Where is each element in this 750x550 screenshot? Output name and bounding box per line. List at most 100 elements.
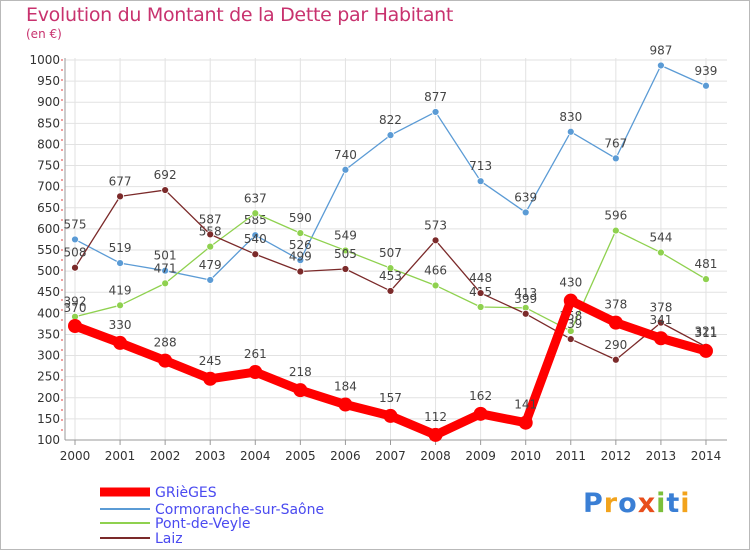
data-label: 311: [695, 326, 718, 340]
data-label: 740: [334, 148, 357, 162]
data-point: [296, 229, 305, 238]
y-tick-label: 900: [37, 95, 60, 109]
data-label: 544: [649, 231, 672, 245]
data-label: 466: [424, 263, 447, 277]
y-tick-label: 800: [37, 137, 60, 151]
data-label: 713: [469, 159, 492, 173]
data-label: 677: [109, 174, 132, 188]
data-label: 519: [109, 241, 132, 255]
data-label: 184: [334, 380, 357, 394]
y-tick-label: 500: [37, 264, 60, 278]
data-point: [518, 415, 533, 430]
unit-label: (en €): [26, 27, 62, 41]
data-label: 157: [379, 391, 402, 405]
data-label: 830: [559, 110, 582, 124]
data-point: [293, 383, 308, 398]
data-label: 639: [514, 190, 537, 204]
data-point: [431, 281, 440, 290]
data-point: [206, 276, 215, 284]
y-tick-label: 1000: [29, 53, 60, 67]
data-label: 370: [64, 301, 87, 315]
data-label: 245: [199, 354, 222, 368]
data-label: 399: [514, 292, 537, 306]
data-label: 290: [604, 338, 627, 352]
data-label: 549: [334, 228, 357, 242]
data-point: [521, 208, 530, 217]
data-point: [611, 154, 620, 163]
data-point: [203, 371, 218, 386]
data-label: 540: [244, 232, 267, 246]
x-tick-label: 2007: [375, 449, 406, 463]
data-point: [386, 264, 395, 273]
data-point: [608, 315, 623, 330]
data-point: [657, 248, 665, 257]
data-label: 505: [334, 247, 357, 261]
y-tick-label: 200: [37, 391, 60, 405]
data-label: 767: [604, 136, 627, 150]
data-label: 341: [649, 313, 672, 327]
data-point: [698, 343, 713, 358]
y-tick-label: 550: [37, 243, 60, 257]
y-tick-label: 600: [37, 222, 60, 236]
data-point: [563, 293, 578, 308]
data-label: 288: [154, 336, 177, 350]
data-point: [341, 246, 350, 255]
data-point: [161, 266, 170, 275]
x-tick-label: 2011: [555, 449, 586, 463]
y-tick-label: 350: [37, 327, 60, 341]
data-point: [383, 408, 398, 423]
x-tick-label: 2002: [150, 449, 181, 463]
data-point: [206, 230, 215, 239]
data-label: 392: [64, 295, 87, 309]
y-tick-label: 450: [37, 285, 60, 299]
y-tick-label: 700: [37, 180, 60, 194]
data-point: [206, 242, 215, 251]
data-point: [251, 250, 260, 259]
legend-entry: Cormoranche-sur-Saône: [155, 502, 324, 518]
data-label: 218: [289, 365, 312, 379]
data-point: [473, 406, 488, 421]
data-label: 112: [424, 410, 447, 424]
data-point: [386, 131, 395, 140]
data-label: 141: [514, 398, 537, 412]
data-label: 637: [244, 191, 267, 205]
data-point: [116, 192, 124, 201]
data-label: 413: [514, 286, 537, 300]
data-point: [338, 397, 353, 412]
chart-title: Evolution du Montant de la Dette par Hab…: [26, 4, 454, 26]
x-tick-label: 2000: [60, 449, 91, 463]
x-tick-label: 2013: [646, 449, 677, 463]
data-label: 448: [469, 271, 492, 285]
data-label: 453: [379, 269, 402, 283]
data-label: 479: [199, 258, 222, 272]
y-tick-label: 750: [37, 159, 60, 173]
data-point: [296, 267, 305, 276]
data-label: 822: [379, 113, 402, 127]
data-point: [251, 231, 260, 240]
y-tick-label: 400: [37, 306, 60, 320]
y-tick-label: 650: [37, 201, 60, 215]
x-tick-label: 2004: [240, 449, 271, 463]
data-point: [702, 275, 710, 284]
data-label: 575: [64, 217, 87, 231]
data-label: 162: [469, 389, 492, 403]
data-point: [431, 108, 440, 116]
x-tick-label: 2009: [465, 449, 496, 463]
data-point: [116, 301, 124, 310]
data-label: 330: [109, 318, 132, 332]
data-label: 481: [695, 257, 718, 271]
data-point: [431, 236, 440, 245]
y-tick-label: 150: [37, 412, 60, 426]
data-label: 587: [199, 212, 222, 226]
data-label: 501: [154, 249, 177, 263]
data-point: [386, 287, 395, 295]
data-label: 590: [289, 211, 312, 225]
data-point: [611, 355, 620, 364]
x-tick-label: 2010: [510, 449, 541, 463]
data-label: 321: [695, 325, 718, 339]
y-tick-label: 850: [37, 116, 60, 130]
data-point: [566, 327, 575, 335]
data-point: [251, 209, 260, 218]
data-point: [657, 318, 665, 327]
